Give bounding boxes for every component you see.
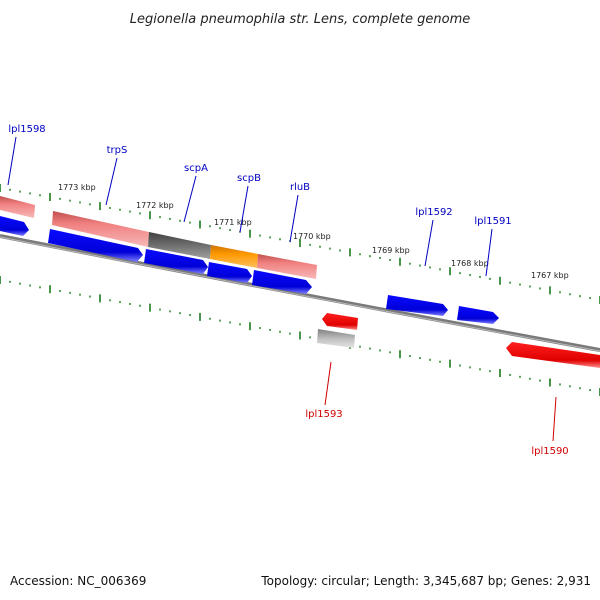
- gene-leader-line: [324, 361, 332, 406]
- highlight-segment-scpA: [148, 232, 211, 259]
- genome-backbone-highlight: [0, 236, 600, 352]
- gene-arrow-lpl1591[interactable]: [457, 306, 499, 324]
- highlight-segment-trpS: [52, 211, 149, 247]
- gene-leader-line: [485, 228, 493, 277]
- genome-backbone: [0, 234, 600, 352]
- kbp-label: 1769 kbp: [372, 246, 410, 255]
- highlight-segment-rluB: [257, 254, 317, 279]
- kbp-label: 1767 kbp: [531, 271, 569, 280]
- gene-arrow-lpl1590[interactable]: [506, 342, 600, 368]
- accession-text: Accession: NC_006369: [10, 574, 147, 588]
- gene-leader-line: [552, 396, 557, 442]
- gene-leader-line: [183, 175, 197, 223]
- gene-arrow-lpl1592[interactable]: [386, 295, 448, 316]
- tick-row-top: [0, 184, 600, 304]
- gene-labels: lpl1598 trpS scpA scpB rluB lpl1592 lpl1591 lpl…: [7, 124, 569, 457]
- gene-leader-line: [105, 157, 118, 206]
- gene-leader-line: [424, 219, 434, 267]
- gene-leader-line: [7, 136, 17, 186]
- kbp-label: 1768 kbp: [451, 259, 489, 268]
- kbp-label: 1773 kbp: [58, 183, 96, 192]
- gene-label-lpl1593[interactable]: lpl1593: [305, 409, 342, 420]
- gene-label-scpB[interactable]: scpB: [237, 173, 261, 184]
- gene-arrow-lpl1598[interactable]: [0, 216, 29, 236]
- highlight-segment-lpl1598: [0, 196, 35, 218]
- gene-arrow-scpA[interactable]: [144, 249, 208, 274]
- gene-leader-line: [239, 185, 249, 233]
- genome-summary-text: Topology: circular; Length: 3,345,687 bp…: [261, 574, 591, 588]
- gene-arrow-trpS[interactable]: [48, 229, 143, 262]
- kbp-label: 1770 kbp: [293, 232, 331, 241]
- gene-label-lpl1598[interactable]: lpl1598: [8, 124, 45, 135]
- gene-label-trpS[interactable]: trpS: [107, 145, 128, 156]
- gene-arrow-lpl1593[interactable]: [322, 313, 358, 330]
- gene-label-rluB[interactable]: rluB: [290, 182, 310, 193]
- gene-bar-lpl1593-gray: [317, 329, 355, 348]
- gene-arrow-scpB[interactable]: [207, 262, 252, 283]
- kbp-label: 1771 kbp: [214, 218, 252, 227]
- gene-label-lpl1592[interactable]: lpl1592: [415, 207, 452, 218]
- gene-leader-line: [289, 194, 299, 243]
- highlight-segment-scpB: [210, 245, 258, 268]
- gene-label-lpl1590[interactable]: lpl1590: [531, 446, 568, 457]
- kbp-labels: 1773 kbp 1772 kbp 1771 kbp 1770 kbp 1769 kbp…: [58, 183, 569, 280]
- gene-arrow-rluB[interactable]: [252, 270, 312, 294]
- map-title: Legionella pneumophila str. Lens, comple…: [130, 12, 471, 27]
- gene-label-lpl1591[interactable]: lpl1591: [474, 216, 511, 227]
- gene-label-scpA[interactable]: scpA: [184, 163, 208, 174]
- kbp-label: 1772 kbp: [136, 201, 174, 210]
